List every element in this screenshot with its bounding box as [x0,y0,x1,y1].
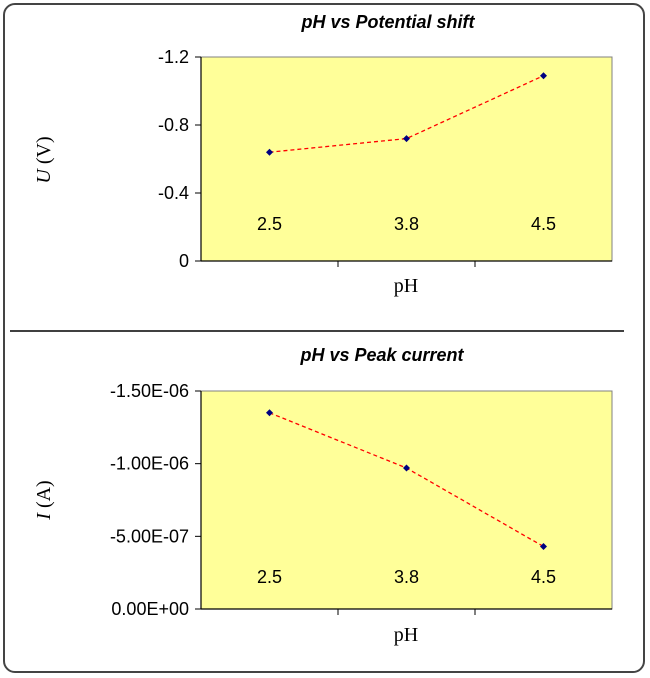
y-axis-label: U (V) [33,136,55,183]
plot-area [200,390,613,610]
chart-title: pH vs Potential shift [300,12,475,32]
chart-title: pH vs Peak current [299,345,464,365]
x-tick-label: 4.5 [531,214,556,234]
y-axis-label-unit: (A) [33,480,55,513]
plot-area [200,56,613,262]
y-axis-label-unit: (V) [33,136,55,169]
y-tick-label: -1.2 [158,47,189,67]
x-tick-label: 3.8 [394,567,419,587]
series-line [269,75,544,153]
y-tick-label: -1.50E-06 [110,381,189,401]
y-tick-label: -0.4 [158,183,189,203]
x-axis-label: pH [394,275,418,297]
data-point [403,464,410,472]
y-tick-label: -1.00E-06 [110,454,189,474]
y-axis-label-symbol: U [33,168,55,184]
x-tick-label: 2.5 [257,214,282,234]
data-point [540,543,547,551]
x-tick-label: 3.8 [394,214,419,234]
data-point [403,135,410,143]
chart-peak-current: pH vs Peak current pH I (A) -1.50E-06 -1.… [33,345,613,646]
y-tick-label: -5.00E-07 [110,526,189,546]
y-axis-label: I (A) [33,480,55,520]
x-tick-label: 2.5 [257,567,282,587]
data-point [266,148,273,156]
y-axis-label-symbol: I [33,512,55,521]
y-tick-label: 0.00E+00 [111,599,189,619]
data-point [540,72,547,80]
chart-potential-shift: pH vs Potential shift pH U (V) -1.2 -0.8 -… [33,12,613,297]
data-point [266,409,273,417]
y-tick-label: 0 [179,251,189,271]
x-axis-label: pH [394,624,418,646]
x-tick-label: 4.5 [531,567,556,587]
y-tick-label: -0.8 [158,115,189,135]
